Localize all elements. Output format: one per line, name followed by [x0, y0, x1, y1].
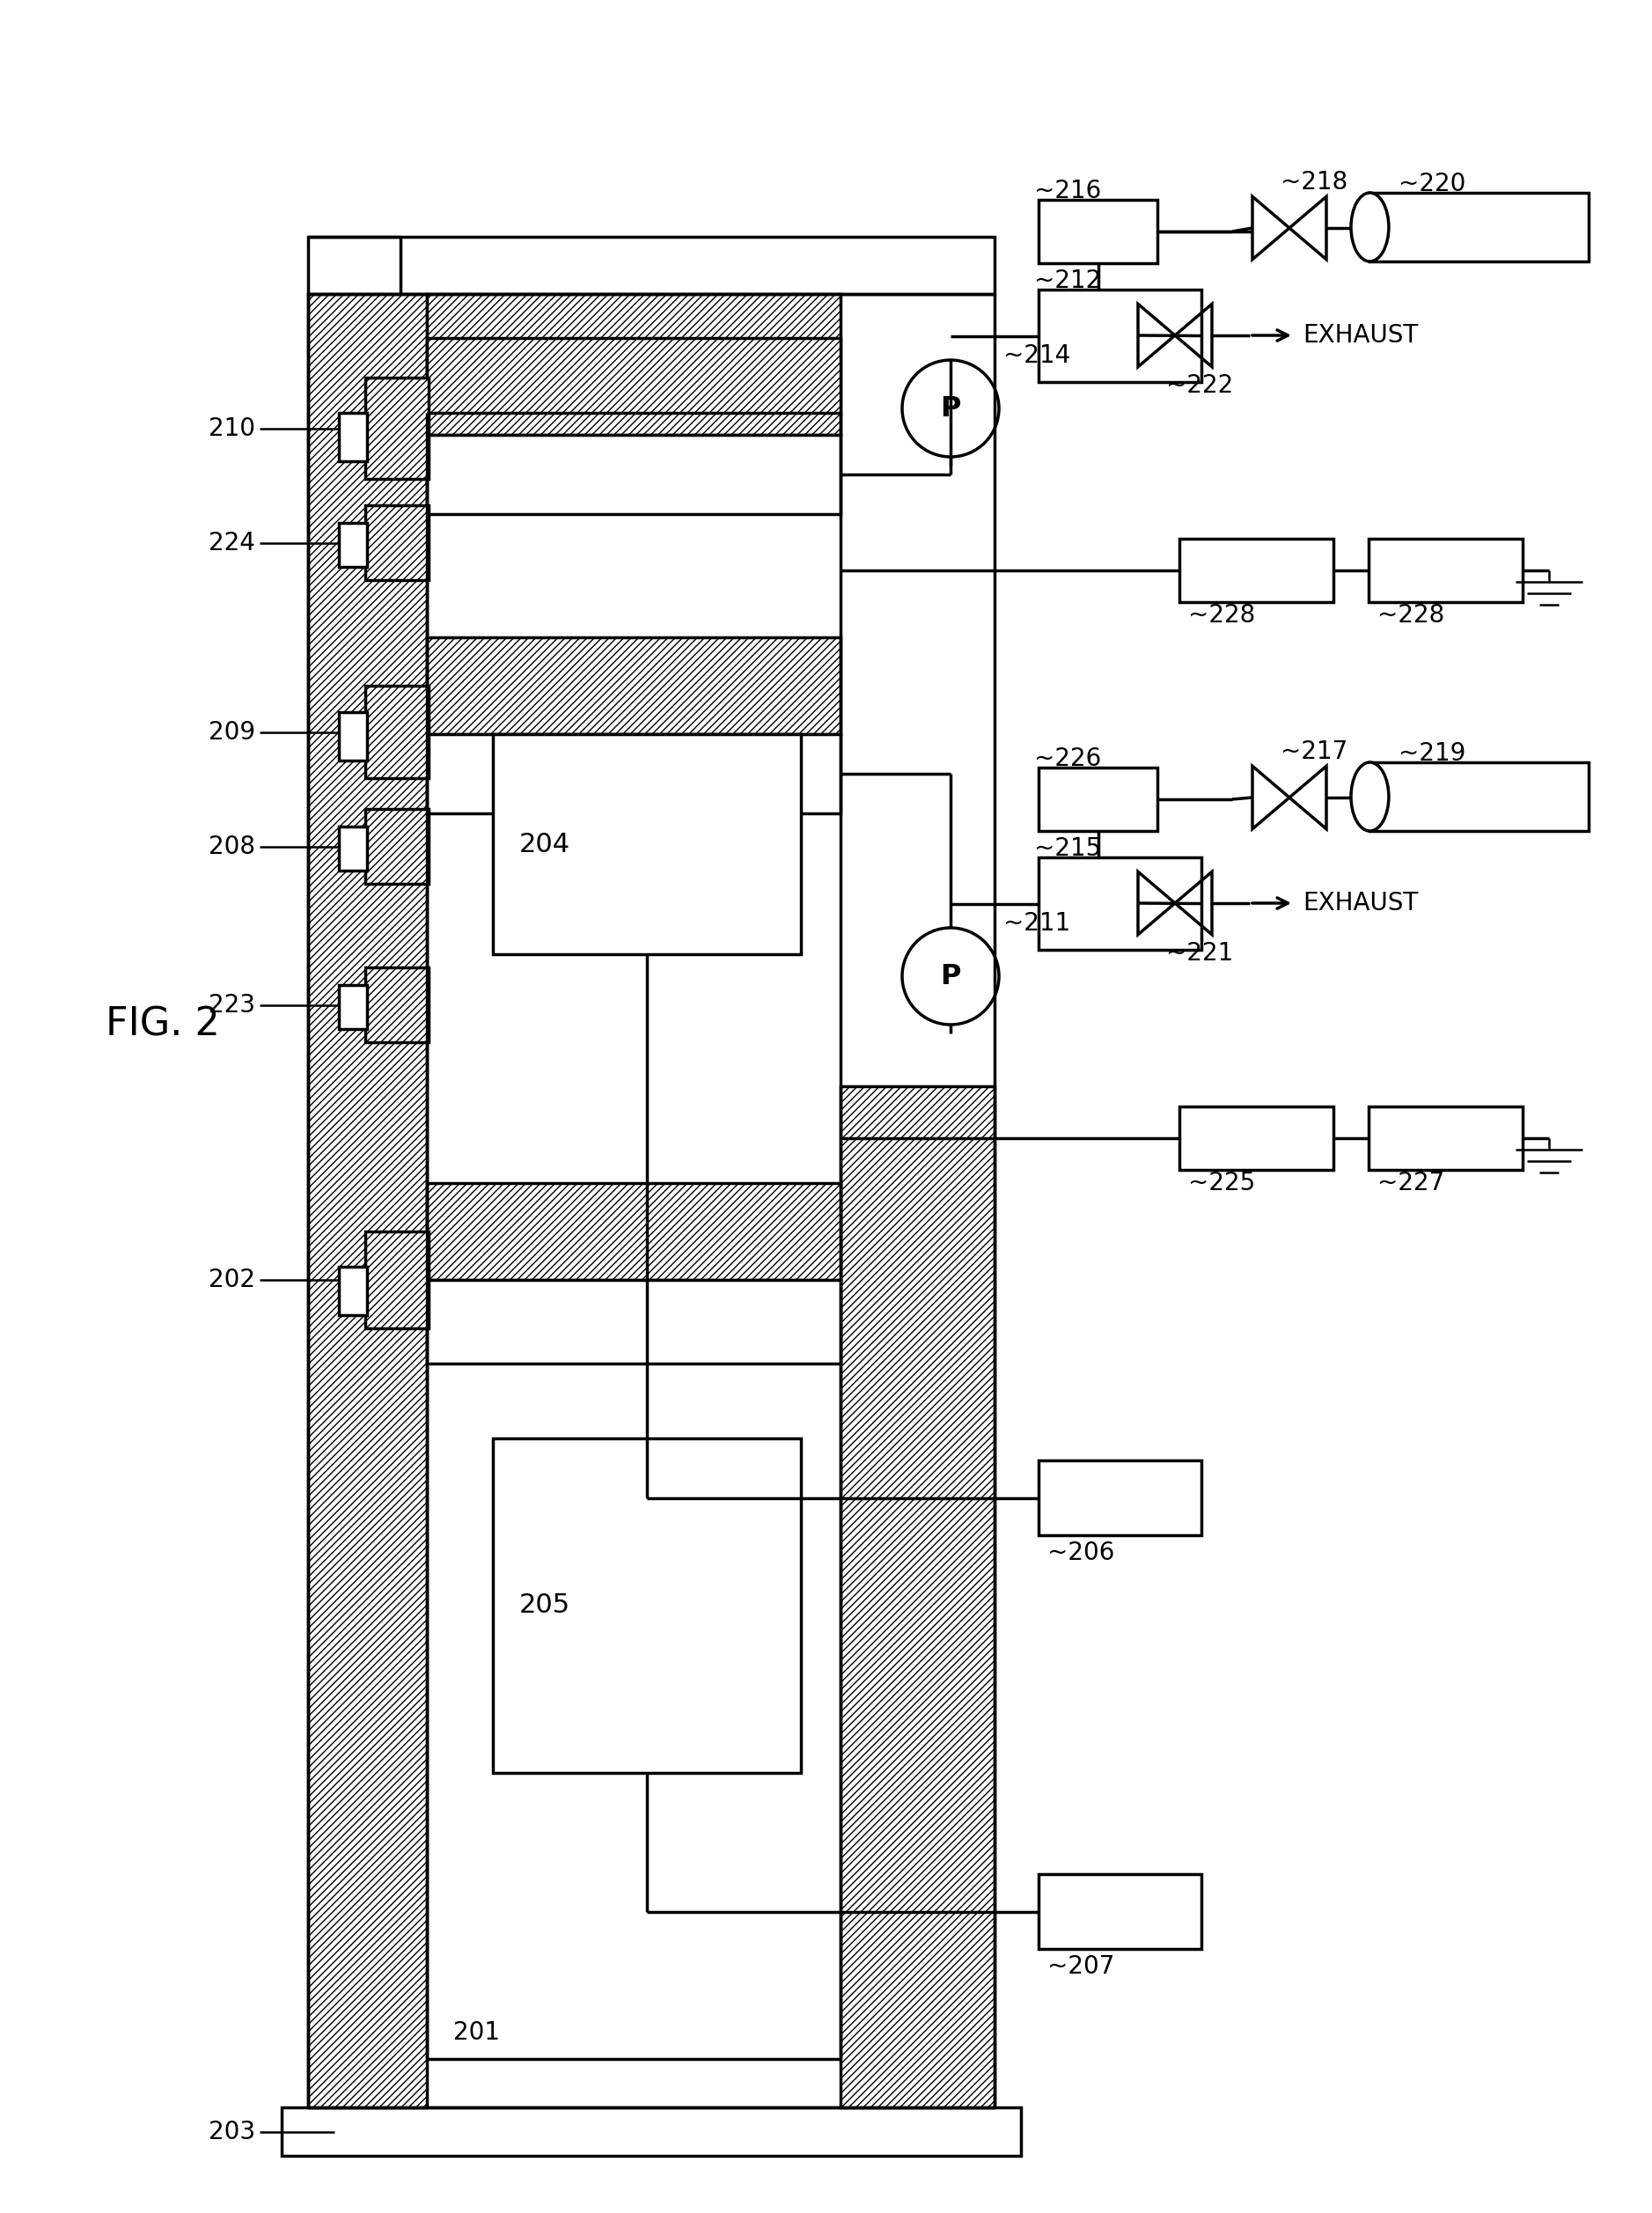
Text: 208: 208 [208, 834, 256, 859]
Text: ~228: ~228 [1188, 602, 1256, 628]
Bar [1039, 768, 1158, 830]
Text: P: P [940, 963, 961, 989]
Bar [426, 637, 841, 735]
Bar [1180, 538, 1333, 602]
Text: FIG. 2: FIG. 2 [106, 1005, 220, 1045]
Text: 209: 209 [208, 719, 256, 744]
Bar [492, 735, 801, 954]
Bar [365, 378, 428, 478]
Text: 224: 224 [208, 531, 256, 555]
Text: ~226: ~226 [1034, 746, 1102, 770]
Bar [1368, 1106, 1523, 1171]
Text: ~225: ~225 [1188, 1171, 1256, 1195]
Text: ~218: ~218 [1280, 170, 1348, 195]
Bar [1039, 1874, 1201, 1950]
Bar [1039, 1461, 1201, 1536]
Bar [1039, 856, 1201, 949]
Bar [339, 1266, 367, 1315]
Text: ~221: ~221 [1166, 941, 1234, 965]
Text: ~215: ~215 [1034, 837, 1102, 861]
Ellipse shape [1351, 193, 1389, 261]
Bar [365, 686, 428, 779]
Bar [339, 414, 367, 460]
Bar [426, 434, 841, 513]
Text: ~207: ~207 [1047, 1954, 1115, 1978]
Bar [339, 522, 367, 567]
Text: 203: 203 [208, 2120, 256, 2144]
Text: EXHAUST: EXHAUST [1302, 892, 1417, 916]
Text: 204: 204 [519, 832, 570, 856]
Bar [365, 1230, 428, 1328]
Bar [1180, 1106, 1333, 1171]
Text: 223: 223 [208, 991, 256, 1018]
Bar [426, 735, 841, 814]
Bar [281, 2107, 1021, 2155]
Text: 202: 202 [208, 1268, 256, 1292]
Text: 210: 210 [208, 416, 256, 440]
Bar [365, 967, 428, 1042]
Text: ~216: ~216 [1034, 179, 1102, 204]
Bar [339, 828, 367, 870]
Ellipse shape [1351, 761, 1389, 830]
Text: ~220: ~220 [1399, 173, 1465, 197]
Bar [426, 294, 841, 414]
Text: ~222: ~222 [1166, 374, 1234, 398]
Bar [426, 1184, 841, 1279]
Bar [1039, 199, 1158, 263]
Bar [307, 294, 426, 2107]
Text: ~219: ~219 [1399, 741, 1465, 766]
Text: ~212: ~212 [1034, 268, 1102, 292]
Bar [426, 339, 841, 434]
Text: ~228: ~228 [1378, 602, 1444, 628]
Text: EXHAUST: EXHAUST [1302, 323, 1417, 347]
Bar [1370, 193, 1589, 261]
Text: ~217: ~217 [1280, 739, 1348, 763]
Bar [307, 237, 995, 294]
Text: ~211: ~211 [1003, 912, 1070, 936]
Text: ~206: ~206 [1047, 1540, 1115, 1565]
Bar [1039, 290, 1201, 383]
Bar [1368, 538, 1523, 602]
Bar [339, 985, 367, 1029]
Bar [339, 713, 367, 761]
Bar [841, 1087, 995, 2107]
Bar [426, 1279, 841, 1363]
Bar [365, 505, 428, 580]
Bar [426, 414, 841, 2058]
Text: 205: 205 [519, 1593, 570, 1618]
Bar [365, 810, 428, 883]
Bar [492, 1438, 801, 1773]
Text: P: P [940, 394, 961, 423]
Text: ~227: ~227 [1378, 1171, 1444, 1195]
Text: 201: 201 [453, 2020, 501, 2045]
Bar [1370, 761, 1589, 830]
Text: ~214: ~214 [1003, 343, 1070, 367]
